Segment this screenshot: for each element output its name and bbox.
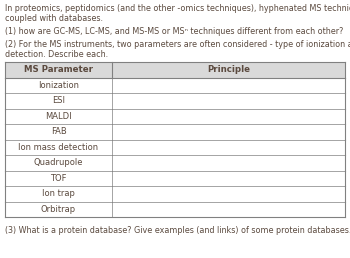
Text: (3) What is a protein database? Give examples (and links) of some protein databa: (3) What is a protein database? Give exa… (5, 226, 350, 235)
Text: ESI: ESI (52, 96, 65, 105)
Text: MS Parameter: MS Parameter (24, 65, 93, 74)
Text: TOF: TOF (50, 174, 67, 183)
Text: Ion mass detection: Ion mass detection (19, 143, 99, 152)
Text: detection. Describe each.: detection. Describe each. (5, 50, 108, 59)
Text: (2) For the MS instruments, two parameters are often considered - type of ioniza: (2) For the MS instruments, two paramete… (5, 40, 350, 49)
Text: FAB: FAB (51, 127, 66, 136)
Bar (5, 62, 345, 77)
Text: Principle: Principle (207, 65, 250, 74)
Text: Ionization: Ionization (38, 81, 79, 90)
Text: coupled with databases.: coupled with databases. (5, 14, 103, 23)
Text: Ion trap: Ion trap (42, 189, 75, 198)
Text: Quadrupole: Quadrupole (34, 158, 83, 167)
Text: MALDI: MALDI (45, 112, 72, 121)
Text: Orbitrap: Orbitrap (41, 205, 76, 214)
Text: (1) how are GC-MS, LC-MS, and MS-MS or MSⁿ techniques different from each other?: (1) how are GC-MS, LC-MS, and MS-MS or M… (5, 27, 343, 36)
Text: In proteomics, peptidomics (and the other -omics techniques), hyphenated MS tech: In proteomics, peptidomics (and the othe… (5, 4, 350, 13)
